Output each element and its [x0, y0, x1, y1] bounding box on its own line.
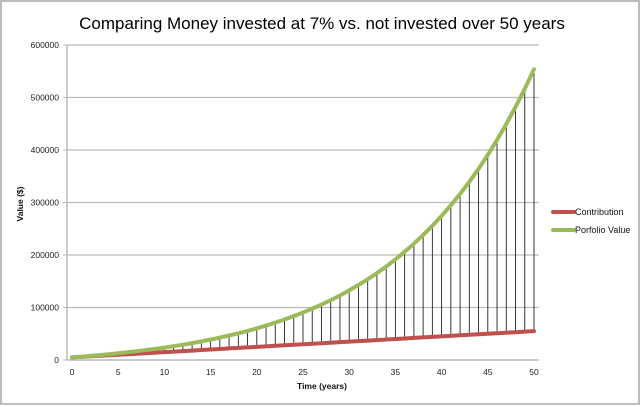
contribution-line [70, 329, 536, 360]
x-axis-ticks: 0 5 10 15 20 25 30 35 40 45 50 [70, 367, 539, 377]
x-tick-label: 0 [70, 367, 75, 377]
y-tick-label: 300000 [31, 198, 60, 208]
y-tick-label: 400000 [31, 145, 60, 155]
chart-title: Comparing Money invested at 7% vs. not i… [79, 14, 565, 33]
x-tick-label: 35 [391, 367, 401, 377]
x-tick-label: 10 [160, 367, 170, 377]
x-axis-label: Time (years) [297, 381, 347, 391]
y-axis-label: Value ($) [15, 186, 25, 221]
portfolio-value-line [70, 67, 536, 360]
x-tick-label: 15 [206, 367, 216, 377]
gridlines [67, 44, 539, 309]
x-tick-label: 45 [483, 367, 493, 377]
y-tick-label: 500000 [31, 93, 60, 103]
x-tick-label: 5 [116, 367, 121, 377]
legend: Contribution Porfolio Value [551, 207, 630, 235]
series-lines [70, 67, 536, 360]
x-tick-label: 40 [437, 367, 447, 377]
x-tick-label: 30 [344, 367, 354, 377]
y-tick-label: 0 [54, 355, 59, 365]
y-tick-label: 200000 [31, 250, 60, 260]
y-tick-label: 600000 [31, 40, 60, 50]
legend-label-contribution: Contribution [575, 207, 624, 217]
x-tick-label: 20 [252, 367, 262, 377]
legend-label-portfolio: Porfolio Value [575, 225, 630, 235]
y-tick-label: 100000 [31, 303, 60, 313]
x-tick-label: 50 [529, 367, 539, 377]
x-tick-label: 25 [298, 367, 308, 377]
y-axis-ticks: 0 100000 200000 300000 400000 500000 600000 [31, 40, 67, 365]
